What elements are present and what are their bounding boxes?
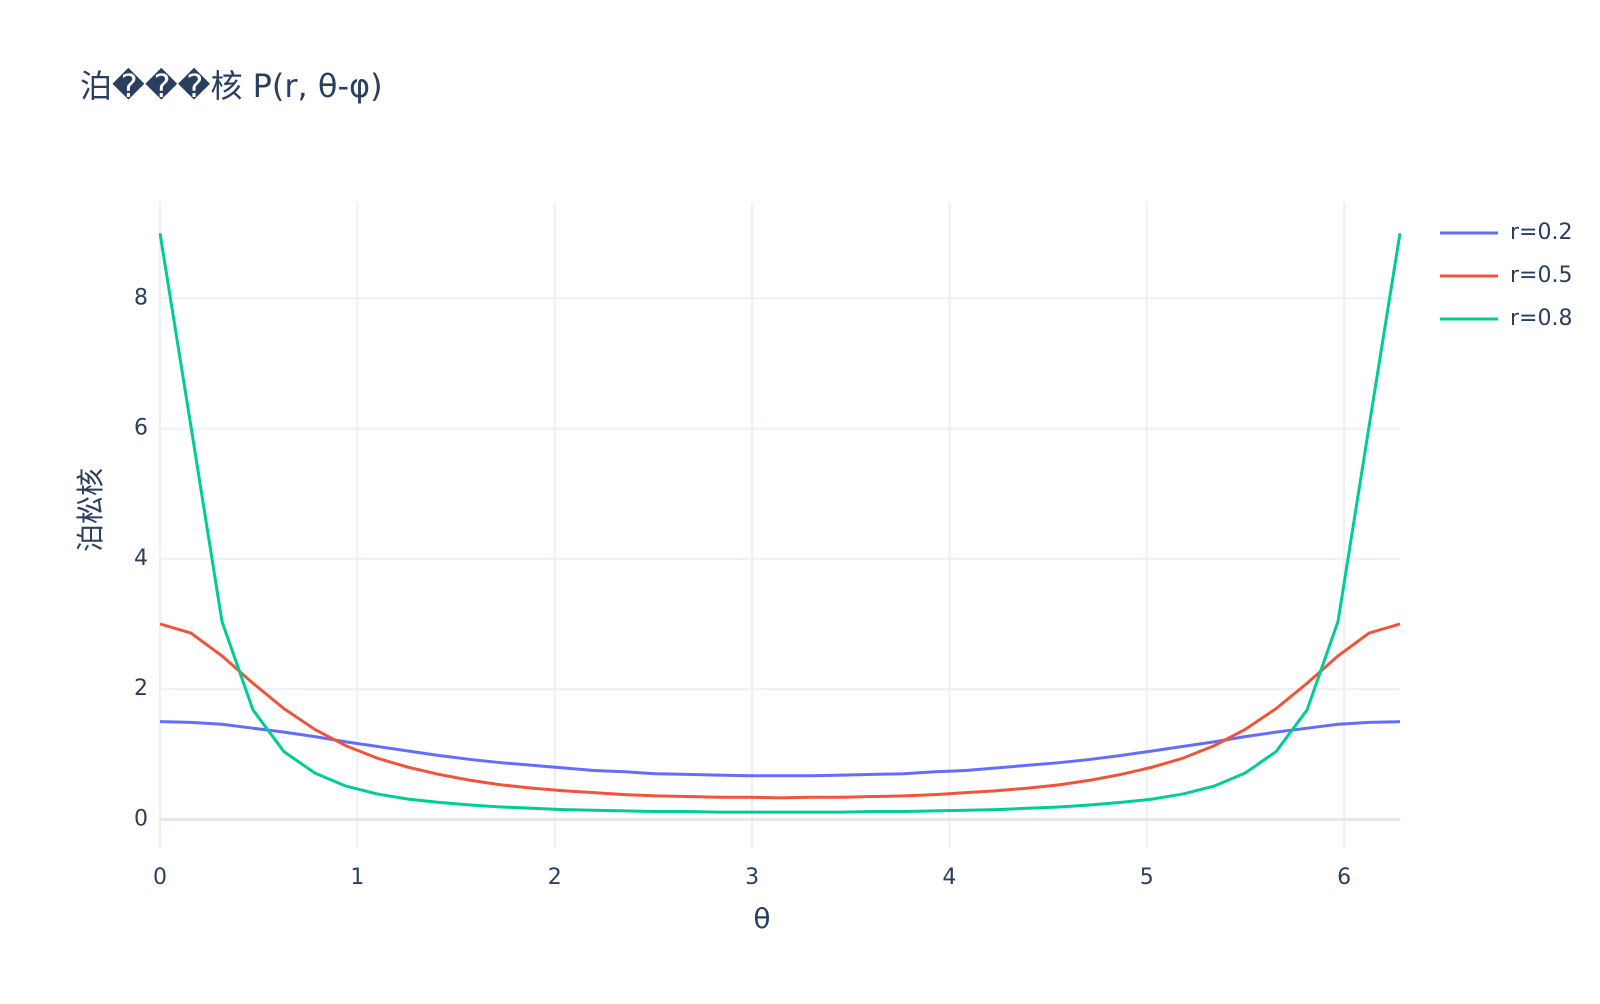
- line-series: [158, 233, 1402, 814]
- y-tick-label: 0: [134, 806, 148, 831]
- x-axis-label: θ: [753, 902, 770, 935]
- x-tick-label: 4: [942, 865, 956, 890]
- y-tick-label: 2: [134, 676, 148, 701]
- chart-title: 泊���核 P(r, θ-φ): [80, 67, 383, 105]
- x-tick-label: 2: [548, 865, 562, 890]
- line-series: [159, 622, 1401, 800]
- x-tick-label: 3: [745, 865, 759, 890]
- legend-label: r=0.8: [1510, 306, 1572, 331]
- line-series: [159, 720, 1401, 778]
- legend-label: r=0.2: [1510, 220, 1572, 245]
- y-tick-label: 4: [134, 546, 148, 571]
- y-tick-label: 6: [134, 416, 148, 441]
- x-tick-label: 5: [1140, 865, 1154, 890]
- y-tick-label: 8: [134, 285, 148, 310]
- x-tick-label: 0: [153, 865, 167, 890]
- x-tick-label: 6: [1337, 865, 1351, 890]
- x-tick-label: 1: [350, 865, 364, 890]
- legend-label: r=0.5: [1510, 263, 1572, 288]
- y-axis-label: 泊松核: [74, 468, 107, 552]
